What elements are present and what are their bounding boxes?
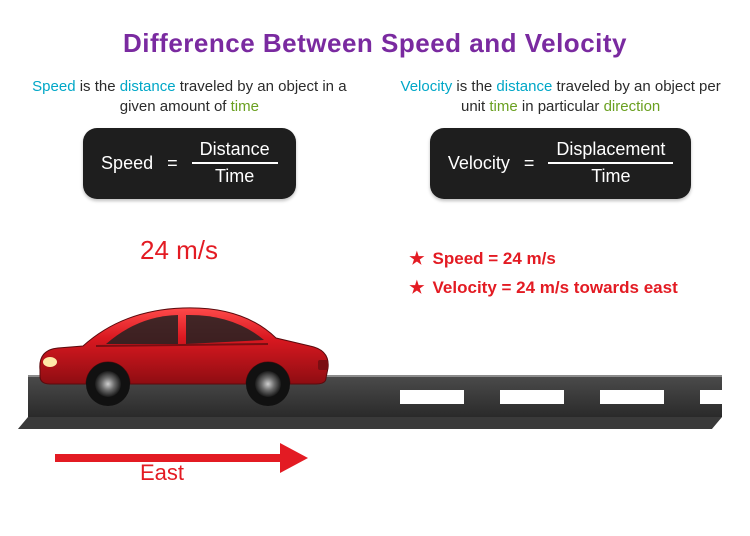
lane-mark — [400, 390, 464, 404]
formula-lhs: Speed — [101, 153, 153, 174]
speed-word: Speed — [32, 78, 75, 95]
time-word: time — [231, 98, 259, 115]
velocity-description: Velocity is the distance traveled by an … — [389, 77, 732, 128]
formula-numerator: Distance — [192, 140, 278, 163]
distance-word: distance — [496, 78, 552, 95]
lane-mark — [500, 390, 564, 404]
formula-fraction: Distance Time — [192, 140, 278, 188]
velocity-word: Velocity — [401, 78, 453, 95]
formula-fraction: Displacement Time — [548, 140, 673, 188]
speed-description: Speed is the distance traveled by an obj… — [18, 77, 361, 128]
velocity-formula-pill: Velocity = Displacement Time — [430, 128, 692, 200]
east-direction-label: East — [140, 460, 184, 486]
time-word: time — [489, 98, 517, 115]
formula-equals: = — [167, 153, 178, 174]
formula-denominator: Time — [207, 164, 262, 187]
speed-formula-pill: Speed = Distance Time — [83, 128, 296, 200]
formula-numerator: Displacement — [548, 140, 673, 163]
formula-denominator: Time — [583, 164, 638, 187]
formula-lhs: Velocity — [448, 153, 510, 174]
desc-text: is the — [452, 78, 496, 95]
desc-text: is the — [76, 78, 120, 95]
lane-mark — [700, 390, 750, 404]
page-title: Difference Between Speed and Velocity — [0, 0, 750, 59]
car-speed-label: 24 m/s — [140, 235, 218, 266]
distance-word: distance — [120, 78, 176, 95]
desc-text: in particular — [518, 98, 604, 115]
lane-mark — [600, 390, 664, 404]
arrow-head — [280, 443, 308, 473]
formula-equals: = — [524, 153, 535, 174]
car-icon — [28, 290, 338, 410]
direction-word: direction — [604, 98, 661, 115]
road-side — [18, 417, 722, 429]
